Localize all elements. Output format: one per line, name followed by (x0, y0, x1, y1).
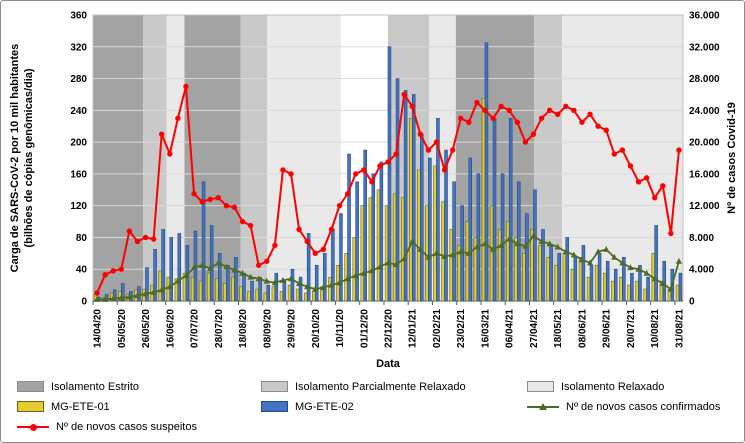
mg-ete-02-swatch (261, 401, 288, 412)
svg-text:Data: Data (376, 358, 401, 370)
legend-casos-suspeitos: Nº de novos casos suspeitos (17, 418, 261, 435)
svg-text:08/06/21: 08/06/21 (577, 309, 588, 348)
svg-text:0: 0 (689, 297, 695, 308)
legend-label-ete02: MG-ETE-02 (295, 400, 354, 413)
svg-text:28.000: 28.000 (689, 74, 720, 85)
svg-text:02/02/21: 02/02/21 (432, 309, 443, 348)
svg-text:28/07/20: 28/07/20 (214, 309, 225, 348)
legend-label-relaxado: Isolamento Relaxado (561, 380, 665, 393)
svg-text:31/08/21: 31/08/21 (674, 309, 685, 348)
svg-text:18/05/21: 18/05/21 (553, 309, 564, 348)
svg-text:Carga de SARS-CoV-2 por 10 mil: Carga de SARS-CoV-2 por 10 mil habitante… (9, 44, 21, 273)
svg-text:16/06/20: 16/06/20 (165, 309, 176, 348)
svg-text:16/03/21: 16/03/21 (480, 309, 491, 348)
mg-ete-01-swatch (17, 401, 44, 412)
svg-text:8.000: 8.000 (689, 233, 714, 244)
svg-text:12/01/21: 12/01/21 (408, 309, 419, 348)
isolamento-parcial-swatch (261, 381, 288, 392)
svg-text:280: 280 (70, 74, 87, 85)
legend-isolamento-estrito: Isolamento Estrito (17, 378, 261, 395)
svg-text:01/12/20: 01/12/20 (359, 309, 370, 348)
chart-plot-area: 0 40 80 120 160 200 240 280 320 360 0 4.000 8.000 12.… (9, 11, 738, 371)
svg-text:23/02/21: 23/02/21 (456, 309, 467, 348)
triangle-marker-icon (539, 402, 547, 410)
svg-text:26/05/20: 26/05/20 (141, 309, 152, 348)
legend-label-estrito: Isolamento Estrito (51, 380, 140, 393)
svg-text:24.000: 24.000 (689, 106, 720, 117)
svg-text:22/12/20: 22/12/20 (384, 309, 395, 348)
svg-text:32.000: 32.000 (689, 42, 720, 53)
svg-text:12.000: 12.000 (689, 201, 720, 212)
svg-text:06/04/21: 06/04/21 (505, 309, 516, 348)
legend: Isolamento Estrito Isolamento Parcialmen… (17, 378, 738, 435)
confirmed-cases-line-icon (527, 401, 559, 413)
svg-text:4.000: 4.000 (689, 265, 714, 276)
isolamento-relaxado-swatch (527, 381, 554, 392)
legend-label-suspeitos: Nº de novos casos suspeitos (56, 420, 197, 433)
legend-label-parcial: Isolamento Parcialmente Relaxado (295, 380, 466, 393)
svg-text:14/04/20: 14/04/20 (93, 309, 104, 348)
svg-text:(bilhões de cópias genômicas/d: (bilhões de cópias genômicas/dia) (23, 68, 35, 247)
svg-text:36.000: 36.000 (689, 11, 720, 22)
svg-text:40: 40 (76, 265, 88, 276)
svg-text:20/10/20: 20/10/20 (311, 309, 322, 348)
svg-text:05/05/20: 05/05/20 (117, 309, 128, 348)
svg-text:18/08/20: 18/08/20 (238, 309, 249, 348)
svg-text:08/09/20: 08/09/20 (262, 309, 273, 348)
svg-text:29/06/21: 29/06/21 (602, 309, 613, 348)
legend-mg-ete-02: MG-ETE-02 (261, 398, 527, 415)
svg-text:320: 320 (70, 42, 87, 53)
circle-marker-icon (30, 423, 37, 431)
suspected-cases-line-icon (17, 421, 49, 433)
legend-label-confirmados: Nº de novos casos confirmados (566, 400, 721, 413)
svg-text:10/11/20: 10/11/20 (335, 309, 346, 348)
svg-text:Nº de casos Covid-19: Nº de casos Covid-19 (726, 102, 738, 214)
svg-text:10/08/21: 10/08/21 (650, 309, 661, 348)
svg-text:07/07/20: 07/07/20 (190, 309, 201, 348)
svg-text:29/09/20: 29/09/20 (287, 309, 298, 348)
legend-label-ete01: MG-ETE-01 (51, 400, 110, 413)
svg-text:200: 200 (70, 138, 87, 149)
legend-casos-confirmados: Nº de novos casos confirmados (527, 398, 738, 415)
legend-isolamento-parcial: Isolamento Parcialmente Relaxado (261, 378, 527, 395)
legend-isolamento-relaxado: Isolamento Relaxado (527, 378, 738, 395)
svg-text:120: 120 (70, 201, 87, 212)
svg-text:0: 0 (81, 297, 87, 308)
svg-text:80: 80 (76, 233, 88, 244)
svg-text:360: 360 (70, 11, 87, 22)
svg-text:20/07/21: 20/07/21 (626, 309, 637, 348)
legend-mg-ete-01: MG-ETE-01 (17, 398, 261, 415)
svg-text:20.000: 20.000 (689, 138, 720, 149)
isolamento-estrito-swatch (17, 381, 44, 392)
svg-text:160: 160 (70, 169, 87, 180)
svg-text:240: 240 (70, 106, 87, 117)
svg-text:27/04/21: 27/04/21 (529, 309, 540, 348)
svg-text:16.000: 16.000 (689, 169, 720, 180)
